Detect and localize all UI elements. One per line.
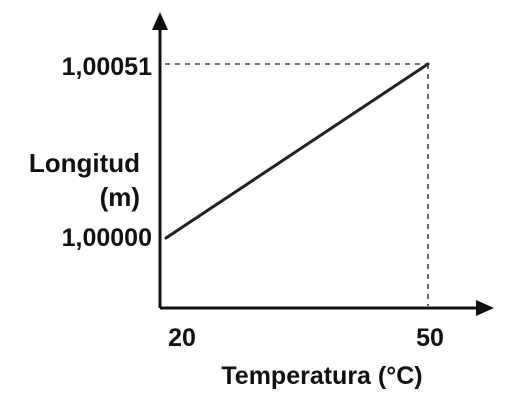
- y-axis-label-line-2: (m): [100, 182, 140, 212]
- guide-lines: [165, 63, 429, 306]
- y-tick-label-high: 1,00051: [62, 53, 152, 81]
- series-layer: [164, 62, 430, 240]
- y-tick-label-low: 1,00000: [62, 224, 152, 252]
- y-axis-arrow-icon: [152, 12, 168, 30]
- x-axis-label: Temperatura (°C): [221, 362, 422, 390]
- x-axis-arrow-icon: [476, 300, 494, 316]
- y-axis-label-line-1: Longitud: [29, 148, 140, 178]
- series-line: [164, 62, 430, 240]
- x-tick-label-low: 20: [168, 324, 196, 352]
- x-tick-label-high: 50: [416, 324, 444, 352]
